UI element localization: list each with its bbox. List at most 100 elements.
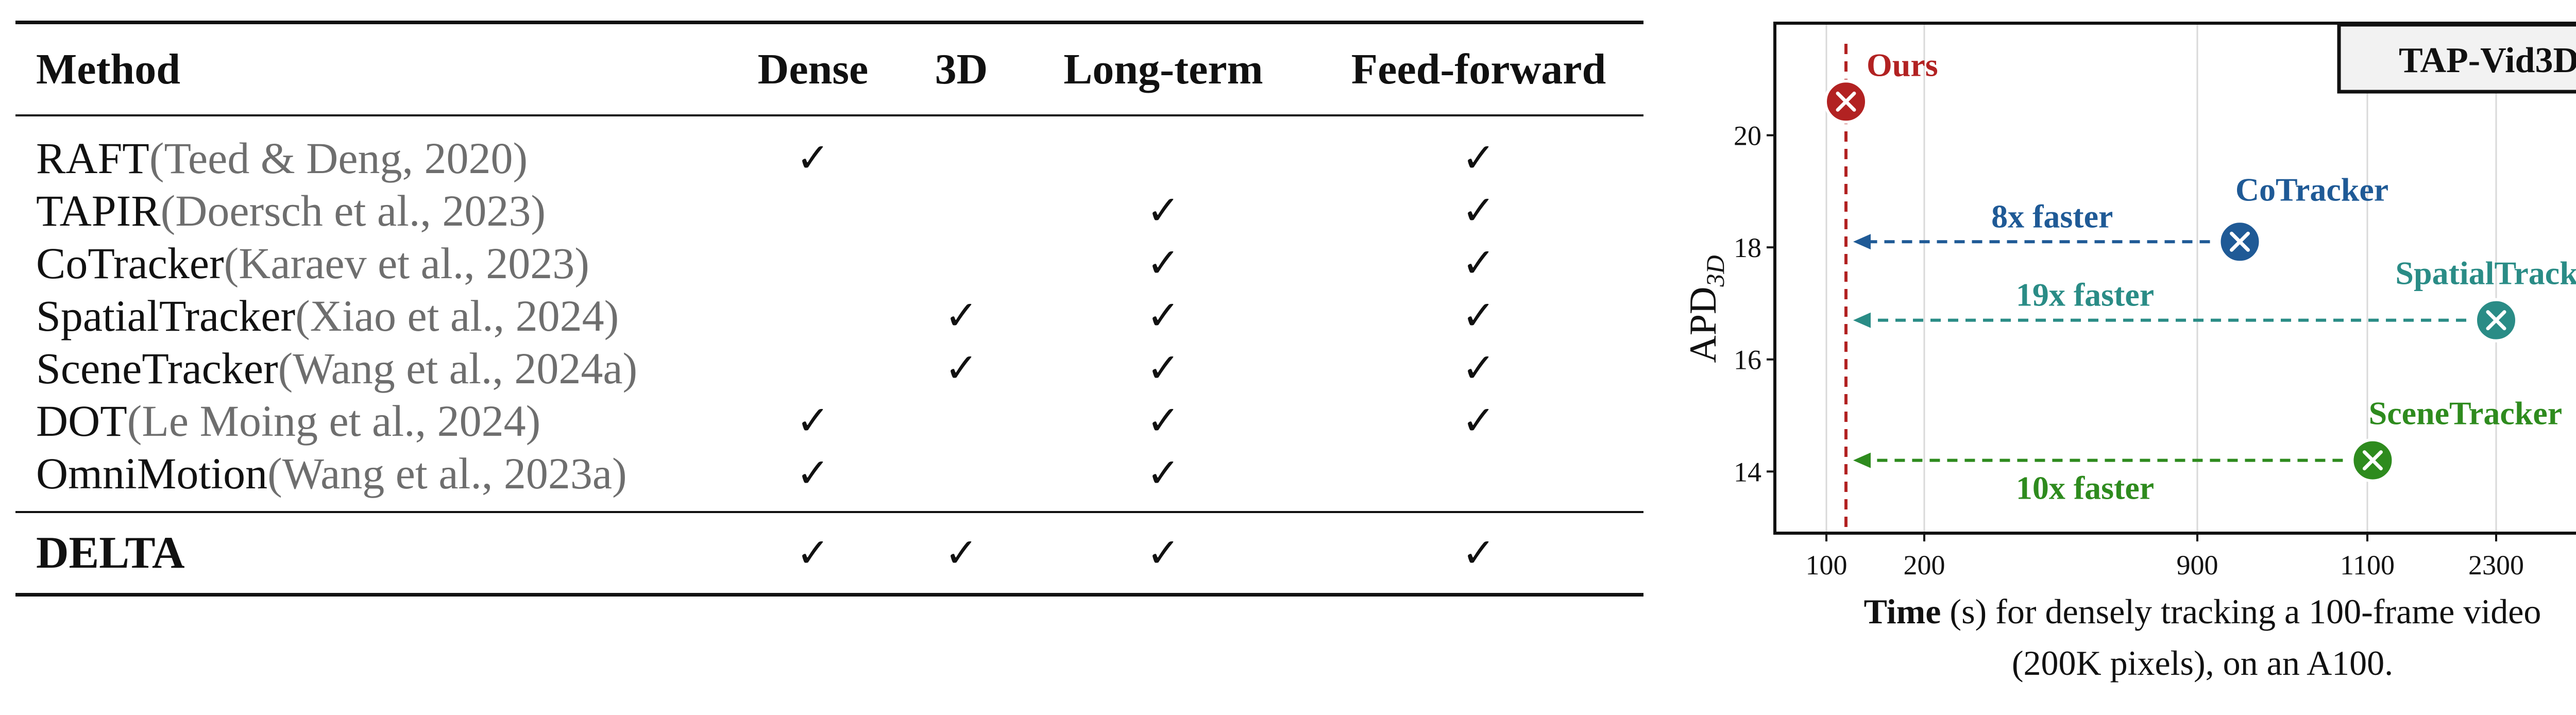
speedup-arrowhead — [1853, 452, 1871, 468]
check-long-term: ✓ — [1146, 237, 1180, 290]
check-mark: ✓ — [1146, 398, 1180, 444]
point-cross — [2230, 231, 2250, 252]
method-citation: (Doersch et al., 2023) — [160, 186, 546, 235]
x-axis-label-bold: Time — [1864, 592, 1941, 631]
method-citation: (Xiao et al., 2024) — [295, 291, 619, 341]
check-dense: ✓ — [796, 513, 829, 593]
header-method: Method — [36, 45, 180, 93]
point-label: Ours — [1867, 46, 1938, 83]
check-long-term: ✓ — [1146, 395, 1180, 447]
check-mark: ✓ — [1462, 345, 1496, 391]
point-label: SceneTracker — [2369, 395, 2563, 432]
check-mark: ✓ — [1462, 135, 1496, 181]
check-feed-forward: ✓ — [1462, 184, 1495, 237]
table-row: RAFT (Teed & Deng, 2020) ✓ ✓ — [15, 132, 1643, 184]
method-cell: RAFT (Teed & Deng, 2020) — [36, 132, 528, 184]
table-bottom-rule — [15, 593, 1643, 597]
data-point: SceneTracker — [2350, 395, 2563, 483]
header-feed-forward: Feed-forward — [1351, 45, 1606, 93]
table-top-rule — [15, 21, 1643, 24]
x-axis-label: Time (s) for densely tracking a 100-fram… — [1864, 592, 2541, 631]
method-name: CoTracker — [36, 239, 224, 288]
point-label: CoTracker — [2235, 171, 2388, 208]
check-mark: ✓ — [1146, 530, 1180, 576]
table-row: DOT (Le Moing et al., 2024) ✓ ✓ ✓ — [15, 395, 1643, 447]
check-feed-forward: ✓ — [1462, 237, 1495, 290]
y-axis-label-main: APD — [1682, 287, 1724, 363]
method-name: DOT — [36, 396, 127, 446]
method-cell: TAPIR (Doersch et al., 2023) — [36, 184, 546, 237]
check-feed-forward: ✓ — [1462, 290, 1495, 342]
data-points: Ours CoTracker SpatialTracker SceneTracker — [1824, 46, 2576, 483]
speedup-label: 19x faster — [2016, 277, 2154, 313]
check-feed-forward: ✓ — [1462, 132, 1495, 184]
y-tick-label: 14 — [1734, 456, 1761, 487]
check-feed-forward: ✓ — [1462, 513, 1495, 593]
table-row: CoTracker (Karaev et al., 2023) ✓ ✓ — [15, 237, 1643, 290]
check-mark: ✓ — [1146, 188, 1180, 234]
check-three-d: ✓ — [944, 342, 978, 395]
plot-frame — [1773, 22, 2576, 535]
point-cross — [1836, 91, 1856, 112]
speedup-arrowhead — [1853, 312, 1871, 328]
check-3d: ✓ — [944, 513, 978, 593]
x-axis-label-line2: (200K pixels), on an A100. — [2012, 643, 2393, 683]
check-mark: ✓ — [1462, 293, 1496, 339]
table-row: OmniMotion (Wang et al., 2023a) ✓ ✓ — [15, 447, 1643, 500]
check-mark: ✓ — [796, 135, 830, 181]
y-tick-label: 18 — [1734, 232, 1761, 263]
check-long-term: ✓ — [1146, 447, 1180, 500]
y-tick-label: 20 — [1734, 121, 1761, 151]
check-long-term: ✓ — [1146, 513, 1180, 593]
point-label: SpatialTracker — [2395, 255, 2576, 292]
check-dense: ✓ — [796, 395, 829, 447]
check-mark: ✓ — [1462, 240, 1496, 286]
check-mark: ✓ — [1146, 240, 1180, 286]
x-tick-label: 1100 — [2340, 550, 2395, 581]
speedup-label: 8x faster — [1991, 198, 2113, 234]
x-ticks: 100 200 900 1100 2300 — [1806, 533, 2524, 581]
header-long-term: Long-term — [1063, 45, 1263, 93]
method-cell: SpatialTracker (Xiao et al., 2024) — [36, 290, 619, 342]
check-feed-forward: ✓ — [1462, 395, 1495, 447]
check-long-term: ✓ — [1146, 290, 1180, 342]
chart-title-box: TAP-Vid3D — [2337, 23, 2576, 94]
check-feed-forward: ✓ — [1462, 342, 1495, 395]
method-cell: CoTracker (Karaev et al., 2023) — [36, 237, 589, 290]
table-row: SpatialTracker (Xiao et al., 2024) ✓ ✓ ✓ — [15, 290, 1643, 342]
check-mark: ✓ — [796, 530, 830, 576]
check-dense: ✓ — [796, 447, 829, 500]
check-three-d: ✓ — [944, 290, 978, 342]
method-citation: (Teed & Deng, 2020) — [149, 133, 528, 183]
check-mark: ✓ — [796, 450, 830, 497]
check-mark: ✓ — [1146, 450, 1180, 497]
check-mark: ✓ — [1462, 188, 1496, 234]
header-dense: Dense — [757, 45, 869, 93]
method-citation: (Le Moing et al., 2024) — [127, 396, 541, 446]
y-tick-label: 16 — [1734, 345, 1761, 376]
table-body: RAFT (Teed & Deng, 2020) ✓ ✓ TAPIR (Doersch… — [15, 132, 1643, 500]
method-name: TAPIR — [36, 186, 161, 235]
check-mark: ✓ — [944, 293, 978, 339]
y-ticks: 14 16 18 20 — [1734, 121, 1775, 487]
method-cell: SceneTracker (Wang et al., 2024a) — [36, 342, 637, 395]
check-mark: ✓ — [796, 398, 830, 444]
method-citation: (Karaev et al., 2023) — [224, 239, 589, 288]
method-name: RAFT — [36, 133, 149, 183]
check-mark: ✓ — [1462, 530, 1496, 576]
x-axis-label-rest: (s) for densely tracking a 100-frame vid… — [1941, 592, 2541, 631]
point-cross — [2362, 450, 2383, 471]
data-point: CoTracker — [2217, 171, 2388, 264]
table-row-delta: DELTA ✓ ✓ ✓ ✓ — [15, 513, 1643, 593]
x-tick-label: 2300 — [2468, 550, 2524, 581]
table-mid-rule — [15, 511, 1643, 513]
speedup-label: 10x faster — [2016, 470, 2154, 506]
table-header-rule — [15, 114, 1643, 116]
check-mark: ✓ — [1146, 293, 1180, 339]
method-cell: OmniMotion (Wang et al., 2023a) — [36, 447, 627, 500]
table-row: TAPIR (Doersch et al., 2023) ✓ ✓ — [15, 184, 1643, 237]
method-name: OmniMotion — [36, 449, 268, 498]
y-axis-label: APD3D — [1682, 255, 1730, 363]
point-cross — [2486, 310, 2506, 331]
table-header-row: Method Dense 3D Long-term Feed-forward — [15, 24, 1643, 114]
